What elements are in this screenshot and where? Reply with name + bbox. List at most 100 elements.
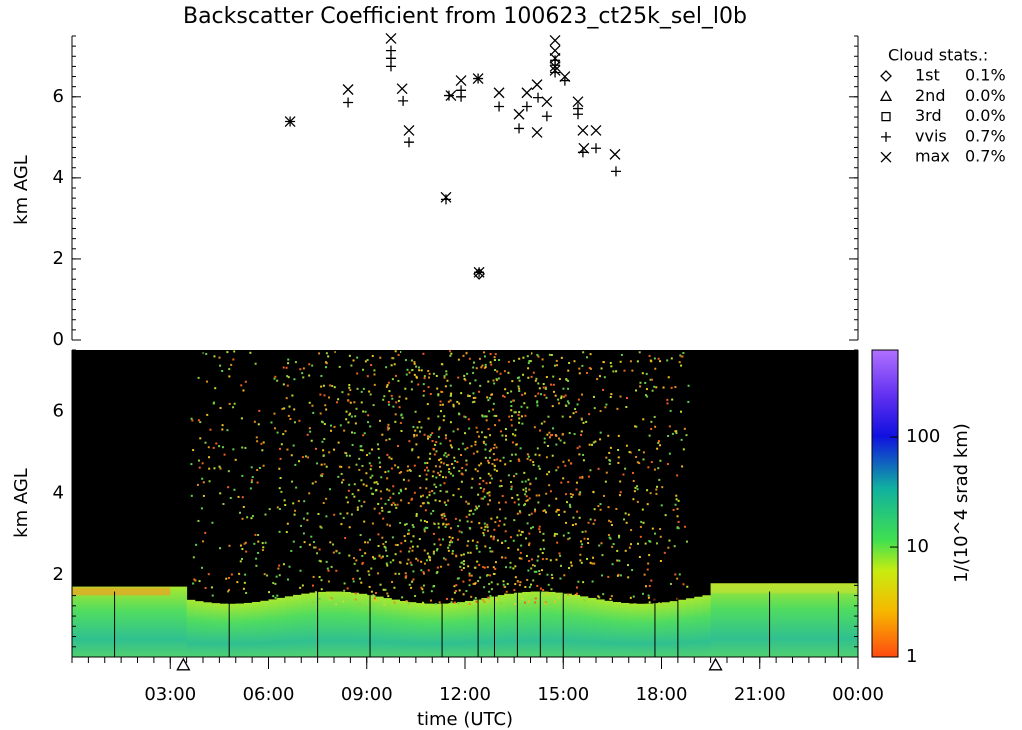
backscatter-pixel [439,565,442,568]
backscatter-pixel [397,399,400,402]
backscatter-pixel [492,408,495,411]
backscatter-pixel [623,369,626,372]
backscatter-band [825,583,834,657]
backscatter-pixel [225,577,228,580]
backscatter-pixel [226,351,229,354]
backscatter-pixel [649,492,652,495]
backscatter-pixel [360,479,363,482]
backscatter-pixel [559,564,562,567]
backscatter-pixel [374,557,377,560]
backscatter-pixel [526,406,529,409]
backscatter-pixel [376,443,379,446]
backscatter-pixel [511,496,514,499]
backscatter-pixel [337,475,340,478]
backscatter-pixel [452,466,455,469]
backscatter-pixel [545,557,548,560]
backscatter-pixel [532,464,535,467]
legend-value: 0.7% [965,126,1006,145]
backscatter-pixel [386,384,389,387]
backscatter-pixel [294,361,297,364]
backscatter-pixel [241,548,244,551]
backscatter-pixel [201,477,204,480]
backscatter-pixel [483,495,486,498]
backscatter-pixel [462,553,465,556]
backscatter-pixel [478,522,481,525]
backscatter-pixel [449,527,452,530]
backscatter-pixel [598,375,601,378]
backscatter-pixel [582,581,585,584]
backscatter-pixel [561,433,564,436]
backscatter-pixel [412,526,415,529]
backscatter-pixel [355,559,358,562]
backscatter-pixel [674,503,677,506]
backscatter-pixel [518,529,521,532]
backscatter-pixel [608,519,611,522]
backscatter-pixel [478,390,481,393]
backscatter-pixel [416,559,419,562]
backscatter-pixel [526,355,529,358]
backscatter-band [563,593,572,657]
backscatter-pixel [249,487,252,490]
backscatter-pixel [377,448,380,451]
backscatter-pixel [228,402,231,405]
backscatter-pixel [215,442,218,445]
backscatter-pixel [651,527,654,530]
backscatter-pixel [254,362,257,365]
backscatter-pixel [483,586,486,589]
backscatter-pixel [318,597,321,600]
backscatter-pixel [474,468,477,471]
backscatter-pixel [560,395,563,398]
backscatter-pixel [195,543,198,546]
backscatter-pixel [208,467,211,470]
backscatter-pixel [493,465,496,468]
backscatter-pixel [580,417,583,420]
backscatter-band [121,586,130,657]
backscatter-pixel [384,540,387,543]
data-point [541,96,553,108]
backscatter-pixel [407,529,410,532]
backscatter-pixel [451,550,454,553]
backscatter-pixel [392,405,395,408]
backscatter-pixel [370,567,373,570]
backscatter-pixel [488,491,491,494]
backscatter-pixel [312,411,315,414]
backscatter-pixel [397,353,400,356]
backscatter-pixel [535,377,538,380]
backscatter-pixel [442,538,445,541]
backscatter-pixel [617,434,620,437]
backscatter-band [710,583,720,657]
backscatter-pixel [221,428,224,431]
backscatter-pixel [306,519,309,522]
backscatter-pixel [392,492,395,495]
backscatter-pixel [379,583,382,586]
backscatter-pixel [431,475,434,478]
backscatter-pixel [514,576,517,579]
backscatter-pixel [659,360,662,363]
backscatter-pixel [483,601,486,604]
backscatter-pixel [270,421,273,424]
backscatter-band [833,583,843,657]
backscatter-pixel [438,426,441,429]
backscatter-pixel [419,486,422,489]
backscatter-pixel [302,367,305,370]
backscatter-pixel [400,490,403,493]
backscatter-pixel [631,569,634,572]
backscatter-pixel [423,528,426,531]
backscatter-pixel [645,394,648,397]
backscatter-pixel [461,561,464,564]
backscatter-pixel [331,384,334,387]
backscatter-pixel [348,466,351,469]
legend-value: 0.0% [965,86,1006,105]
backscatter-pixel [356,356,359,359]
data-point [549,52,561,64]
backscatter-pixel [514,583,517,586]
backscatter-pixel [198,466,201,469]
backscatter-pixel [638,462,641,465]
backscatter-pixel [650,579,653,582]
backscatter-pixel [391,397,394,400]
backscatter-pixel [530,352,533,355]
backscatter-pixel [598,544,601,547]
backscatter-pixel [666,398,669,401]
backscatter-pixel [455,584,458,587]
backscatter-pixel [666,359,669,362]
